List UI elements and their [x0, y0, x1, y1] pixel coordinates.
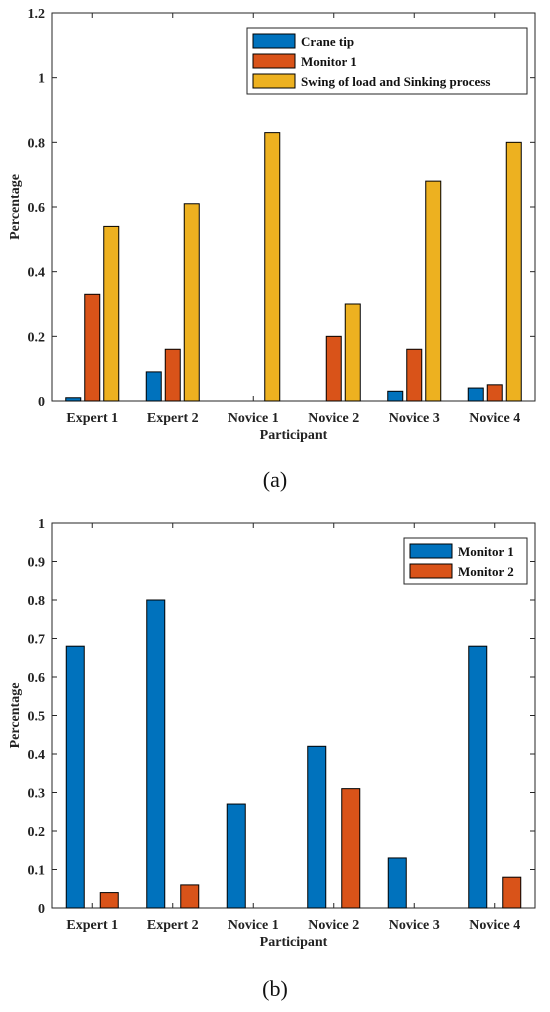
figure-caption: (a) — [263, 467, 287, 492]
y-tick-label: 0.8 — [28, 136, 46, 151]
legend-entry: Swing of load and Sinking process — [301, 74, 490, 89]
bar — [226, 803, 246, 909]
bar — [467, 387, 484, 402]
bar — [502, 876, 522, 909]
chart-b: 0 0.1 0.2 0.3 0.4 0.5 0.6 0.7 0.8 0.9 1 Expert 1 Exp… — [8, 517, 536, 1001]
bar — [307, 745, 327, 909]
y-tick-label: 0.6 — [28, 201, 46, 216]
legend-entry: Monitor 1 — [301, 54, 357, 69]
bar — [145, 371, 162, 402]
x-axis-label: Participant — [260, 935, 328, 950]
bar — [387, 857, 407, 909]
x-tick-label: Novice 2 — [308, 411, 359, 426]
x-tick-label: Novice 1 — [228, 918, 279, 933]
chart-a: 0 0.2 0.4 0.6 0.8 1 1.2 Expert 1 Expert 2 Novice … — [8, 7, 536, 492]
bar — [84, 293, 101, 402]
x-tick-label: Novice 1 — [228, 411, 279, 426]
legend-swatch — [252, 53, 296, 69]
y-tick-label: 0 — [38, 902, 45, 917]
figure-caption: (b) — [262, 976, 288, 1001]
bar — [486, 384, 503, 402]
bar — [406, 348, 423, 402]
bar — [164, 348, 181, 402]
y-tick-label: 0.5 — [28, 710, 46, 725]
bar — [505, 141, 522, 402]
bar — [325, 335, 342, 402]
legend-swatch — [409, 563, 453, 579]
x-tick-label: Novice 4 — [469, 918, 520, 933]
x-tick-label: Expert 1 — [66, 918, 118, 933]
x-tick-label: Novice 3 — [389, 411, 440, 426]
bar — [387, 390, 404, 402]
y-tick-label: 0.3 — [28, 787, 46, 802]
bar — [180, 884, 200, 909]
x-tick-label: Expert 2 — [147, 411, 199, 426]
bar — [344, 303, 361, 402]
legend: Monitor 1 Monitor 2 — [403, 537, 528, 585]
y-tick-label: 0.4 — [28, 748, 46, 763]
legend: Crane tip Monitor 1 Swing of load and Sink… — [246, 27, 528, 95]
legend-entry: Monitor 1 — [458, 544, 514, 559]
bar — [183, 203, 200, 402]
y-tick-label: 0.4 — [28, 266, 46, 281]
bar — [146, 599, 166, 909]
y-tick-label: 0.7 — [28, 633, 46, 648]
bar — [425, 180, 442, 402]
y-tick-label: 0.9 — [28, 556, 46, 571]
y-tick-label: 0.1 — [28, 864, 46, 879]
y-tick-label: 0.2 — [28, 825, 46, 840]
x-tick-label: Expert 1 — [66, 411, 118, 426]
y-tick-label: 0 — [38, 395, 45, 410]
x-tick-label: Novice 4 — [469, 411, 520, 426]
bar — [103, 225, 120, 402]
y-tick-label: 1 — [38, 72, 45, 87]
y-axis-label: Percentage — [8, 174, 23, 240]
x-tick-label: Novice 3 — [389, 918, 440, 933]
x-axis-label: Participant — [260, 428, 328, 443]
legend-swatch — [252, 73, 296, 89]
bar — [65, 645, 85, 909]
bar — [264, 132, 281, 402]
x-tick-label: Novice 2 — [308, 918, 359, 933]
legend-entry: Monitor 2 — [458, 564, 514, 579]
y-axis-label: Percentage — [8, 683, 23, 749]
legend-swatch — [409, 543, 453, 559]
legend-entry: Crane tip — [301, 34, 354, 49]
bar — [468, 645, 488, 909]
bar — [65, 397, 82, 402]
x-tick-label: Expert 2 — [147, 918, 199, 933]
y-tick-label: 0.2 — [28, 330, 46, 345]
y-tick-label: 1.2 — [28, 7, 46, 22]
y-tick-label: 1 — [38, 517, 45, 532]
legend-swatch — [252, 33, 296, 49]
bar — [99, 892, 119, 909]
y-tick-label: 0.8 — [28, 594, 46, 609]
bar — [341, 788, 361, 909]
y-tick-label: 0.6 — [28, 671, 46, 686]
